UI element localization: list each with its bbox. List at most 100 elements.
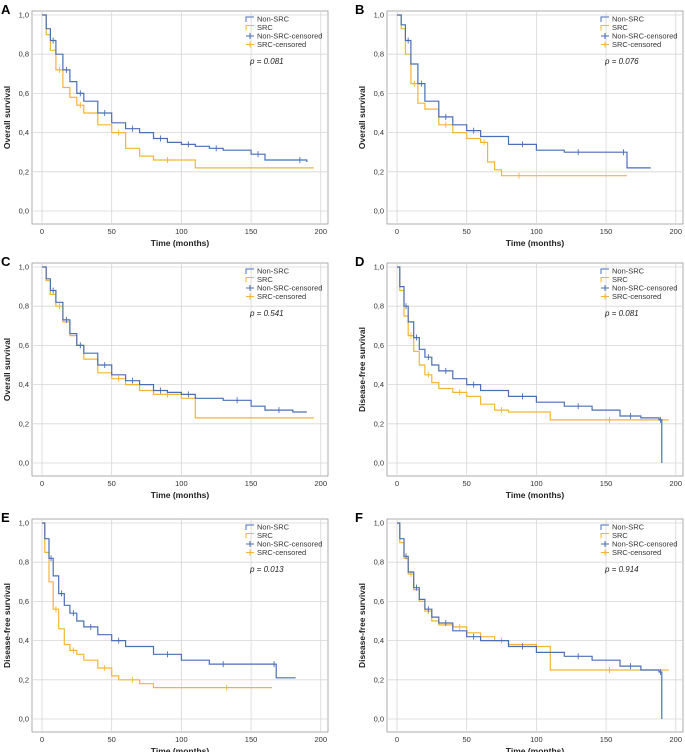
x-tick-label: 150 <box>600 227 613 236</box>
plot-frame <box>386 518 684 733</box>
km-curve-src <box>42 266 314 419</box>
y-tick-label: 0,0 <box>374 207 384 216</box>
y-tick-label: 1,0 <box>374 263 384 272</box>
x-tick-label: 150 <box>245 735 258 744</box>
x-tick-label: 0 <box>40 735 44 744</box>
legend-src-swatch <box>600 533 609 539</box>
y-tick-label: 0,0 <box>19 459 29 468</box>
y-tick-label: 0,6 <box>374 89 384 98</box>
legend-label: SRC-censored <box>612 292 661 301</box>
p-value: p = 0.013 <box>249 565 284 574</box>
legend-label: Non-SRC <box>257 523 290 532</box>
legend-non-src-swatch <box>245 524 254 530</box>
x-tick-label: 100 <box>530 227 543 236</box>
legend-label: SRC <box>612 531 628 540</box>
x-axis-title: Time (months) <box>506 238 565 248</box>
km-curve-src <box>42 14 314 169</box>
x-tick-label: 50 <box>463 479 471 488</box>
legend-non-src-swatch <box>600 524 609 530</box>
legend-src-swatch <box>600 25 609 31</box>
plot-frame <box>31 262 329 477</box>
panel-letter: C <box>1 254 11 269</box>
y-axis-title: Disease-free survival <box>357 327 367 412</box>
p-value: p = 0.541 <box>249 309 284 318</box>
y-axis-title: Overall survival <box>2 86 12 149</box>
x-tick-label: 200 <box>670 479 683 488</box>
y-tick-label: 0,4 <box>19 380 29 389</box>
x-axis-title: Time (months) <box>151 238 210 248</box>
plot-frame <box>386 10 684 225</box>
legend-label: SRC-censored <box>257 40 306 49</box>
panel-f: F 0 50 100 150 200 0,0 0,2 0,4 0,6 0,8 1,0 Time (mon… <box>355 510 684 752</box>
x-tick-label: 150 <box>600 735 613 744</box>
y-tick-label: 0,6 <box>19 341 29 350</box>
panel-letter: A <box>1 2 11 17</box>
y-tick-label: 0,8 <box>19 558 29 567</box>
x-tick-label: 150 <box>245 227 258 236</box>
y-tick-label: 0,4 <box>374 636 384 645</box>
x-tick-label: 200 <box>315 735 328 744</box>
y-tick-label: 0,6 <box>374 597 384 606</box>
legend-label: Non-SRC <box>612 15 645 24</box>
plot-frame <box>386 262 684 477</box>
x-tick-label: 200 <box>315 227 328 236</box>
panel-letter: E <box>1 510 10 525</box>
y-tick-label: 0,8 <box>374 558 384 567</box>
x-tick-label: 0 <box>395 479 399 488</box>
p-value: p = 0.076 <box>604 57 639 66</box>
y-tick-label: 0,4 <box>19 128 29 137</box>
km-curve-src <box>397 14 627 177</box>
x-tick-label: 200 <box>670 735 683 744</box>
legend-label: Non-SRC-censored <box>612 32 677 41</box>
legend-src-swatch <box>245 25 254 31</box>
legend-label: Non-SRC-censored <box>257 32 322 41</box>
y-tick-label: 0,2 <box>19 419 29 428</box>
panel-c: C 0 50 100 150 200 0,0 0,2 0,4 0,6 0,8 1,0 Time (mon… <box>1 254 329 500</box>
x-tick-label: 100 <box>530 479 543 488</box>
p-value: p = 0.914 <box>604 565 639 574</box>
y-tick-label: 0,2 <box>374 419 384 428</box>
legend-label: Non-SRC-censored <box>257 284 322 293</box>
y-tick-label: 0,2 <box>374 167 384 176</box>
p-value: p = 0.081 <box>249 57 284 66</box>
legend-label: Non-SRC <box>612 523 645 532</box>
panel-b: B 0 50 100 150 200 0,0 0,2 0,4 0,6 0,8 1,0 Time (mon… <box>355 2 684 248</box>
legend-label: SRC <box>257 531 273 540</box>
y-tick-label: 0,6 <box>19 89 29 98</box>
x-tick-label: 200 <box>670 227 683 236</box>
legend-label: Non-SRC <box>257 15 290 24</box>
x-axis-title: Time (months) <box>506 746 565 752</box>
y-tick-label: 1,0 <box>19 263 29 272</box>
x-tick-label: 0 <box>40 479 44 488</box>
p-value: p = 0.081 <box>604 309 639 318</box>
plot-frame <box>31 518 329 733</box>
y-tick-label: 0,0 <box>374 459 384 468</box>
panel-e: E 0 50 100 150 200 0,0 0,2 0,4 0,6 0,8 1,0 Time (mon… <box>1 510 329 752</box>
legend-label: SRC-censored <box>257 548 306 557</box>
legend-src-swatch <box>245 277 254 283</box>
y-axis-title: Overall survival <box>2 338 12 401</box>
x-tick-label: 100 <box>175 227 188 236</box>
y-tick-label: 0,0 <box>19 207 29 216</box>
legend-non-src-swatch <box>245 16 254 22</box>
x-tick-label: 100 <box>175 479 188 488</box>
x-tick-label: 0 <box>395 735 399 744</box>
y-tick-label: 0,4 <box>19 636 29 645</box>
panel-letter: B <box>355 2 364 17</box>
x-tick-label: 50 <box>108 735 116 744</box>
y-tick-label: 0,8 <box>19 50 29 59</box>
y-tick-label: 0,2 <box>374 675 384 684</box>
x-tick-label: 50 <box>463 735 471 744</box>
legend-label: Non-SRC-censored <box>612 540 677 549</box>
y-axis-title: Disease-free survival <box>2 583 12 668</box>
x-axis-title: Time (months) <box>151 746 210 752</box>
y-tick-label: 0,8 <box>374 302 384 311</box>
legend-non-src-swatch <box>245 268 254 274</box>
y-tick-label: 1,0 <box>19 519 29 528</box>
panel-letter: F <box>355 510 363 525</box>
y-tick-label: 1,0 <box>19 11 29 20</box>
